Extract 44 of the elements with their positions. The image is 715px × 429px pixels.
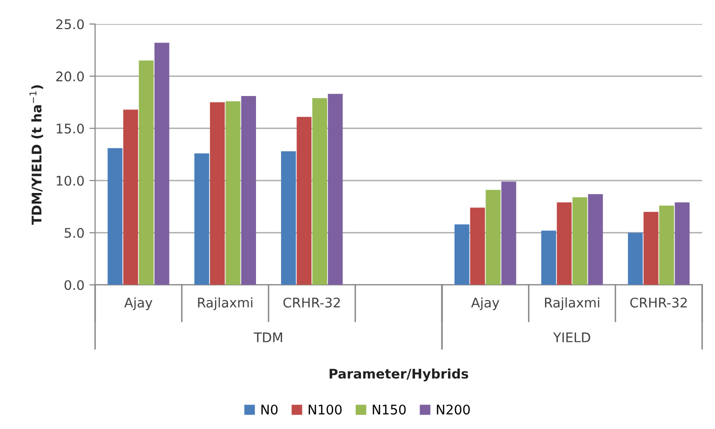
bar <box>210 102 225 285</box>
bar <box>328 94 343 285</box>
bar <box>241 96 256 285</box>
y-tick-label: 5.0 <box>64 228 84 238</box>
bar <box>454 224 470 285</box>
x-tick-label: Ajay <box>471 297 500 310</box>
legend-label: N150 <box>372 404 406 415</box>
x-tick-label: Rajlaxmi <box>198 297 252 310</box>
legend-label: N200 <box>436 404 470 415</box>
bar <box>628 232 643 285</box>
text: YIELD <box>553 332 590 342</box>
bar <box>154 42 170 285</box>
text: TDM <box>254 332 282 342</box>
bar <box>194 153 210 285</box>
bar <box>588 194 603 285</box>
y-axis-title: TDM/YIELD (t ha$^{−1}$) <box>30 85 44 225</box>
y-tick-label: 20.0 <box>56 71 84 82</box>
bar <box>501 182 516 285</box>
bar <box>674 202 690 285</box>
x-axis-title: Parameter/Hybrids <box>330 368 468 382</box>
bar <box>108 148 122 285</box>
legend-label: N100 <box>308 404 342 415</box>
bar <box>572 197 588 285</box>
bar <box>296 116 312 285</box>
bar <box>486 190 501 285</box>
bar <box>541 230 556 285</box>
x-tick-label: Ajay <box>124 297 152 310</box>
x-tick-label: Rajlaxmi <box>544 297 600 310</box>
legend-label: N0 <box>261 404 278 415</box>
x-tick-label: CRHR-32 <box>630 298 687 308</box>
bar <box>138 60 154 285</box>
bar <box>312 98 328 285</box>
y-tick-label: 25.0 <box>56 19 84 30</box>
y-tick-label: 15.0 <box>56 124 84 134</box>
bar <box>556 202 572 285</box>
bar <box>659 206 674 285</box>
y-tick-label: 0.0 <box>64 280 84 290</box>
bar <box>226 101 240 285</box>
x-tick-label: CRHR-32 <box>283 298 340 308</box>
bar <box>123 110 138 285</box>
y-tick-label: 10.0 <box>56 176 84 186</box>
bar <box>281 151 296 285</box>
bar <box>644 212 658 285</box>
bar <box>470 208 485 285</box>
